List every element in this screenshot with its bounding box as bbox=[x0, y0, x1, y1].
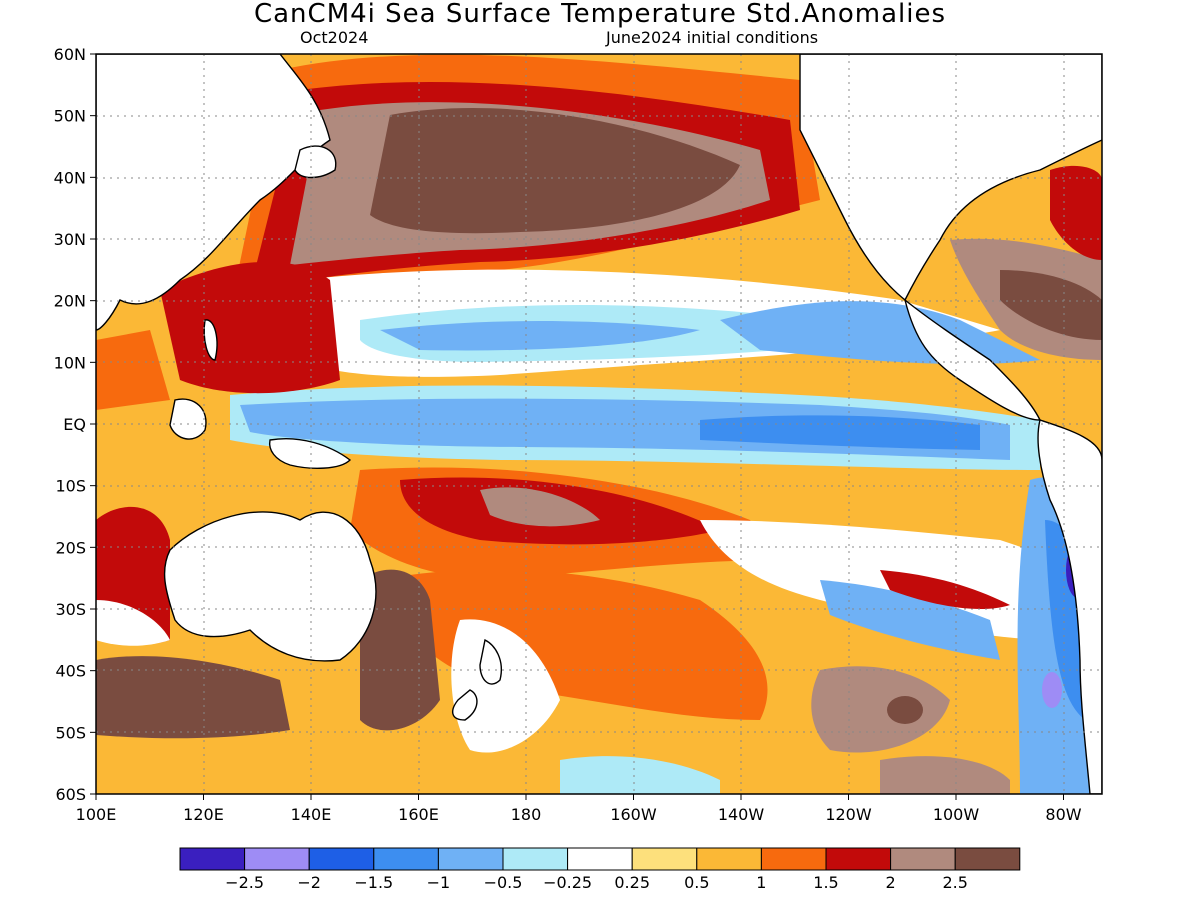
anomaly-field bbox=[96, 54, 1102, 794]
legend-swatch bbox=[437, 847, 504, 871]
lon-label: 160E bbox=[398, 805, 439, 824]
lat-label: 20S bbox=[55, 538, 86, 557]
lon-label: 140E bbox=[291, 805, 332, 824]
lat-label: 30N bbox=[54, 230, 86, 249]
latitude-axis: 60N 50N 40N 30N 20N 10N EQ 10S 20S 30S 40S 50S 60S bbox=[54, 45, 86, 804]
legend-swatch bbox=[567, 847, 633, 871]
color-legend: −2.5 −2 −1.5 −1 −0.5 −0.25 0.25 0.5 1 1.5 2 2.5 bbox=[179, 847, 1021, 892]
map-title: CanCM4i Sea Surface Temperature Std.Anom… bbox=[253, 0, 947, 29]
legend-swatch bbox=[373, 847, 439, 871]
legend-swatch bbox=[954, 847, 1021, 871]
lon-label: 180 bbox=[511, 805, 542, 824]
legend-swatch bbox=[760, 847, 827, 871]
lon-label: 120E bbox=[183, 805, 224, 824]
lat-label: 10N bbox=[54, 353, 86, 372]
lat-label: 40N bbox=[54, 168, 86, 187]
legend-label: −2 bbox=[297, 873, 321, 892]
lat-label: 40S bbox=[55, 662, 86, 681]
legend-label: −0.5 bbox=[484, 873, 523, 892]
legend-swatch bbox=[502, 847, 569, 871]
legend-swatch bbox=[631, 847, 698, 871]
legend-swatch bbox=[890, 847, 956, 871]
legend-swatch bbox=[308, 847, 375, 871]
land-masses bbox=[96, 54, 1102, 794]
lon-label: 140W bbox=[718, 805, 765, 824]
legend-swatch bbox=[825, 847, 892, 871]
grid-lines bbox=[96, 54, 1102, 794]
legend-label: 1 bbox=[756, 873, 766, 892]
lat-label: 50N bbox=[54, 107, 86, 126]
longitude-axis: 100E 120E 140E 160E 180 160W 140W 120W 100W 80W bbox=[76, 805, 1082, 824]
legend-label: −1 bbox=[427, 873, 451, 892]
legend-label: 0.25 bbox=[614, 873, 650, 892]
legend-label: 2 bbox=[886, 873, 896, 892]
legend-swatch bbox=[696, 847, 762, 871]
legend-swatch bbox=[179, 847, 246, 871]
lon-label: 160W bbox=[610, 805, 657, 824]
legend-label: 2.5 bbox=[942, 873, 967, 892]
legend-label: 1.5 bbox=[813, 873, 838, 892]
lon-label: 120W bbox=[825, 805, 872, 824]
legend-label: −1.5 bbox=[354, 873, 393, 892]
legend-label: −2.5 bbox=[225, 873, 264, 892]
target-month: Oct2024 bbox=[300, 28, 369, 47]
lat-label: 60N bbox=[54, 45, 86, 64]
lon-label: 80W bbox=[1045, 805, 1081, 824]
lon-label: 100W bbox=[933, 805, 980, 824]
lat-label: 20N bbox=[54, 292, 86, 311]
lat-label: 30S bbox=[55, 600, 86, 619]
axis-ticks bbox=[90, 53, 1064, 800]
lat-label: EQ bbox=[63, 415, 86, 434]
legend-swatch bbox=[244, 847, 310, 871]
lon-label: 100E bbox=[76, 805, 117, 824]
legend-label: 0.5 bbox=[684, 873, 709, 892]
lat-label: 50S bbox=[55, 723, 86, 742]
initial-conditions: June2024 initial conditions bbox=[606, 28, 819, 47]
legend-label: −0.25 bbox=[543, 873, 592, 892]
lat-label: 10S bbox=[55, 477, 86, 496]
lat-label: 60S bbox=[55, 785, 86, 804]
